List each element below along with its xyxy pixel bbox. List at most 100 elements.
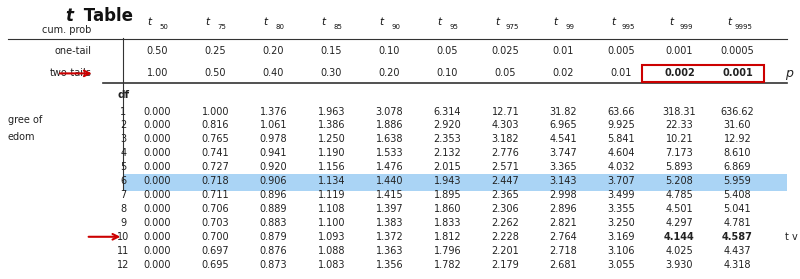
Text: 1.119: 1.119 bbox=[318, 190, 345, 200]
Text: 0.741: 0.741 bbox=[202, 148, 229, 158]
Text: 99: 99 bbox=[566, 24, 574, 30]
Text: 1.061: 1.061 bbox=[260, 121, 287, 131]
Text: 4.604: 4.604 bbox=[608, 148, 635, 158]
Text: 4.587: 4.587 bbox=[722, 232, 753, 242]
Text: 2.353: 2.353 bbox=[434, 134, 462, 144]
Text: 0.000: 0.000 bbox=[143, 204, 171, 214]
Text: 1.895: 1.895 bbox=[434, 190, 462, 200]
Text: 1.943: 1.943 bbox=[434, 176, 461, 186]
Text: t: t bbox=[727, 17, 731, 27]
Text: 0.941: 0.941 bbox=[260, 148, 287, 158]
Text: 0.706: 0.706 bbox=[202, 204, 229, 214]
Text: 1.363: 1.363 bbox=[376, 246, 403, 256]
Text: 0.703: 0.703 bbox=[202, 218, 229, 228]
Text: 3.930: 3.930 bbox=[666, 260, 694, 270]
Text: 0.20: 0.20 bbox=[262, 47, 284, 56]
Text: 5.041: 5.041 bbox=[724, 204, 751, 214]
Text: 7.173: 7.173 bbox=[666, 148, 694, 158]
Text: 31.60: 31.60 bbox=[724, 121, 751, 131]
Text: 1.093: 1.093 bbox=[318, 232, 345, 242]
Text: 0.000: 0.000 bbox=[143, 232, 171, 242]
Text: 0.727: 0.727 bbox=[202, 162, 230, 172]
Text: 90: 90 bbox=[391, 24, 400, 30]
Text: 4.785: 4.785 bbox=[666, 190, 694, 200]
Text: 4: 4 bbox=[120, 148, 126, 158]
Text: 1.397: 1.397 bbox=[375, 204, 403, 214]
Text: 8.610: 8.610 bbox=[724, 148, 751, 158]
Text: 0.873: 0.873 bbox=[259, 260, 287, 270]
Text: 2.718: 2.718 bbox=[550, 246, 578, 256]
FancyBboxPatch shape bbox=[123, 188, 786, 202]
Text: 31.82: 31.82 bbox=[550, 107, 578, 117]
Text: 1.812: 1.812 bbox=[434, 232, 462, 242]
Text: 22.33: 22.33 bbox=[666, 121, 694, 131]
Text: 0.876: 0.876 bbox=[259, 246, 287, 256]
Text: 4.297: 4.297 bbox=[666, 218, 694, 228]
Text: 1.440: 1.440 bbox=[376, 176, 403, 186]
Text: 1.415: 1.415 bbox=[375, 190, 403, 200]
Text: 0.15: 0.15 bbox=[321, 47, 342, 56]
Text: 2.776: 2.776 bbox=[491, 148, 519, 158]
Text: 0.005: 0.005 bbox=[608, 47, 635, 56]
Text: 1.134: 1.134 bbox=[318, 176, 345, 186]
Text: 0.10: 0.10 bbox=[378, 47, 400, 56]
Text: 0.906: 0.906 bbox=[260, 176, 287, 186]
Text: 0.718: 0.718 bbox=[202, 176, 229, 186]
Text: 1.250: 1.250 bbox=[318, 134, 346, 144]
Text: 0.40: 0.40 bbox=[262, 68, 284, 78]
Text: 3.106: 3.106 bbox=[608, 246, 635, 256]
Text: 0.50: 0.50 bbox=[205, 68, 226, 78]
Text: 2.998: 2.998 bbox=[550, 190, 578, 200]
Text: 0.000: 0.000 bbox=[143, 148, 171, 158]
Text: 1.190: 1.190 bbox=[318, 148, 345, 158]
Text: 85: 85 bbox=[334, 24, 342, 30]
Text: t: t bbox=[495, 17, 499, 27]
Text: 3.169: 3.169 bbox=[608, 232, 635, 242]
Text: 2.365: 2.365 bbox=[491, 190, 519, 200]
Text: 0.889: 0.889 bbox=[260, 204, 287, 214]
Text: 10.21: 10.21 bbox=[666, 134, 694, 144]
Text: 0.30: 0.30 bbox=[321, 68, 342, 78]
Text: 12: 12 bbox=[117, 260, 130, 270]
Text: 0.765: 0.765 bbox=[202, 134, 230, 144]
Text: 1.100: 1.100 bbox=[318, 218, 345, 228]
Text: 2.681: 2.681 bbox=[550, 260, 578, 270]
Text: two-tails: two-tails bbox=[50, 68, 91, 78]
Text: 0.695: 0.695 bbox=[202, 260, 229, 270]
Text: 1.860: 1.860 bbox=[434, 204, 461, 214]
Text: 5.893: 5.893 bbox=[666, 162, 694, 172]
Text: 5.208: 5.208 bbox=[666, 176, 694, 186]
Text: 1.638: 1.638 bbox=[376, 134, 403, 144]
Text: 0.000: 0.000 bbox=[143, 190, 171, 200]
Text: df: df bbox=[117, 90, 130, 100]
Text: 12.71: 12.71 bbox=[491, 107, 519, 117]
Text: 1.533: 1.533 bbox=[375, 148, 403, 158]
Text: 3.078: 3.078 bbox=[375, 107, 403, 117]
Text: t v: t v bbox=[785, 232, 798, 242]
Text: t: t bbox=[438, 17, 442, 27]
Text: 1.000: 1.000 bbox=[202, 107, 229, 117]
Text: 1.476: 1.476 bbox=[375, 162, 403, 172]
Text: gree of: gree of bbox=[8, 115, 42, 125]
Text: 1.083: 1.083 bbox=[318, 260, 345, 270]
Text: 2.447: 2.447 bbox=[491, 176, 519, 186]
Text: 3.250: 3.250 bbox=[607, 218, 635, 228]
Text: 95: 95 bbox=[450, 24, 458, 30]
Text: 4.541: 4.541 bbox=[550, 134, 578, 144]
Text: 4.501: 4.501 bbox=[666, 204, 694, 214]
Text: 0.883: 0.883 bbox=[260, 218, 287, 228]
Text: t: t bbox=[554, 17, 558, 27]
Text: 9995: 9995 bbox=[735, 24, 753, 30]
Text: 975: 975 bbox=[505, 24, 518, 30]
Text: 7: 7 bbox=[120, 190, 126, 200]
Text: 0.000: 0.000 bbox=[143, 134, 171, 144]
Text: 995: 995 bbox=[621, 24, 634, 30]
Text: 0.002: 0.002 bbox=[664, 68, 695, 78]
Text: 3.707: 3.707 bbox=[607, 176, 635, 186]
Text: t: t bbox=[611, 17, 615, 27]
Text: 3.365: 3.365 bbox=[550, 162, 578, 172]
Text: 1.376: 1.376 bbox=[259, 107, 287, 117]
Text: 9.925: 9.925 bbox=[607, 121, 635, 131]
Text: 5.959: 5.959 bbox=[723, 176, 751, 186]
Text: t: t bbox=[322, 17, 326, 27]
